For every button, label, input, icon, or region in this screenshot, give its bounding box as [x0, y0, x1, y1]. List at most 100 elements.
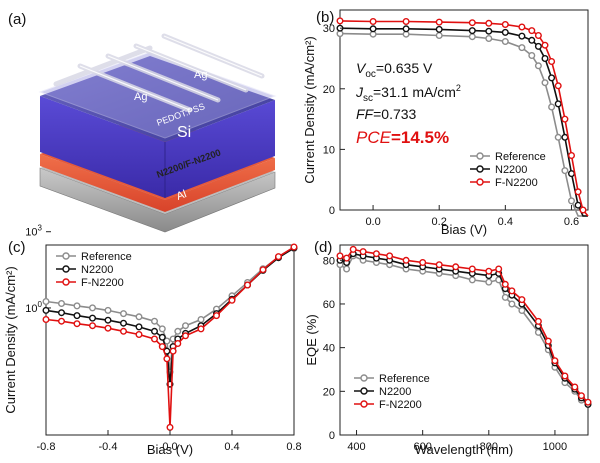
- data-point: [568, 170, 576, 178]
- data-point: [402, 18, 410, 26]
- data-point: [158, 333, 166, 341]
- data-point: [541, 79, 549, 87]
- data-point: [369, 18, 377, 26]
- legend-label: F-N2200: [81, 277, 124, 289]
- data-point: [163, 355, 171, 363]
- data-point: [73, 312, 81, 320]
- legend-label: N2200: [379, 386, 411, 398]
- data-point: [518, 44, 526, 52]
- series-group: [336, 17, 589, 217]
- data-point: [73, 302, 81, 310]
- data-point: [181, 332, 189, 340]
- x-tick-label: 0.0: [365, 216, 380, 228]
- data-point: [104, 324, 112, 332]
- data-point: [169, 347, 177, 355]
- x-tick-label: 800: [480, 441, 498, 453]
- x-tick-label: -0.4: [99, 441, 118, 453]
- data-point: [495, 265, 503, 273]
- data-point: [534, 42, 542, 50]
- data-point: [166, 423, 174, 431]
- data-point: [554, 82, 562, 90]
- data-point: [119, 310, 127, 318]
- data-point: [534, 317, 542, 325]
- data-point: [119, 327, 127, 335]
- data-point: [577, 392, 585, 400]
- series-line-reference: [339, 254, 589, 406]
- data-point: [551, 357, 559, 365]
- panel-a-letter: (a): [8, 11, 26, 28]
- data-point: [528, 27, 536, 35]
- x-ticks: -0.8 -0.4 0.0 0.4 0.8: [37, 430, 302, 453]
- data-point: [452, 263, 460, 271]
- data-point: [158, 325, 166, 333]
- x-tick-label: 0.4: [498, 216, 513, 228]
- legend-marker: [62, 265, 70, 273]
- y-tick-label: 0: [329, 205, 335, 217]
- data-point: [468, 19, 476, 27]
- x-tick-label: 1000: [543, 441, 567, 453]
- data-point: [88, 304, 96, 312]
- data-point: [42, 298, 50, 306]
- x-axis-title: Bias (V): [147, 442, 193, 457]
- data-point: [468, 27, 476, 35]
- data-point: [369, 25, 377, 33]
- data-point: [435, 32, 443, 40]
- data-point: [554, 100, 562, 108]
- y-axis-title: EQE (%): [304, 314, 319, 365]
- data-point: [402, 256, 410, 264]
- data-point: [435, 261, 443, 269]
- data-point: [58, 317, 66, 325]
- x-axis-title: Wavelength (nm): [415, 442, 514, 457]
- jsc-annotation: Jsc=31.1 mA/cm2: [355, 83, 461, 104]
- x-tick-label: 0.2: [432, 216, 447, 228]
- data-point: [548, 103, 556, 111]
- voc-annotation: Voc=0.635 V: [356, 60, 433, 80]
- panel-d: (d) 400 600 800 1000 0 20 40 60 80 Wavel…: [304, 239, 592, 457]
- al-label: Al: [175, 188, 188, 203]
- data-point: [518, 307, 526, 315]
- data-point: [290, 243, 298, 251]
- pce-annotation: PCE=14.5%: [356, 128, 449, 147]
- data-point: [174, 340, 182, 348]
- panel-d-letter: (d): [314, 239, 332, 256]
- data-point: [135, 323, 143, 331]
- data-point: [359, 248, 367, 256]
- data-point: [181, 322, 189, 330]
- data-point: [528, 52, 536, 60]
- panel-d-frame: [339, 244, 589, 436]
- data-point: [501, 28, 509, 36]
- data-point: [73, 320, 81, 328]
- data-point: [501, 293, 509, 301]
- data-point: [518, 32, 526, 40]
- data-point: [197, 316, 205, 324]
- data-point: [528, 36, 536, 44]
- x-tick-label: 400: [347, 441, 365, 453]
- data-point: [119, 319, 127, 327]
- x-tick-label: -0.8: [37, 441, 56, 453]
- data-point: [197, 325, 205, 333]
- data-point: [212, 312, 220, 320]
- y-ticks: 0 10 20 30: [323, 23, 345, 217]
- data-point: [574, 201, 582, 209]
- data-point: [534, 32, 542, 40]
- data-point: [541, 41, 549, 49]
- y-tick-label: 30: [323, 23, 335, 35]
- data-point: [259, 266, 267, 274]
- series-group: [42, 243, 298, 431]
- data-point: [501, 280, 509, 288]
- data-point: [88, 322, 96, 330]
- series-line-f-n2200: [339, 20, 589, 217]
- data-point: [349, 245, 357, 253]
- data-point: [402, 25, 410, 33]
- data-point: [150, 327, 158, 335]
- data-point: [485, 27, 493, 35]
- legend-marker: [360, 374, 368, 382]
- data-point: [534, 62, 542, 70]
- panel-a: (a): [8, 11, 277, 233]
- y-ticks: 100 103: [25, 224, 51, 315]
- data-point: [343, 265, 351, 273]
- y-tick-label: 40: [323, 343, 335, 355]
- data-point: [336, 17, 344, 25]
- legend-marker: [476, 178, 484, 186]
